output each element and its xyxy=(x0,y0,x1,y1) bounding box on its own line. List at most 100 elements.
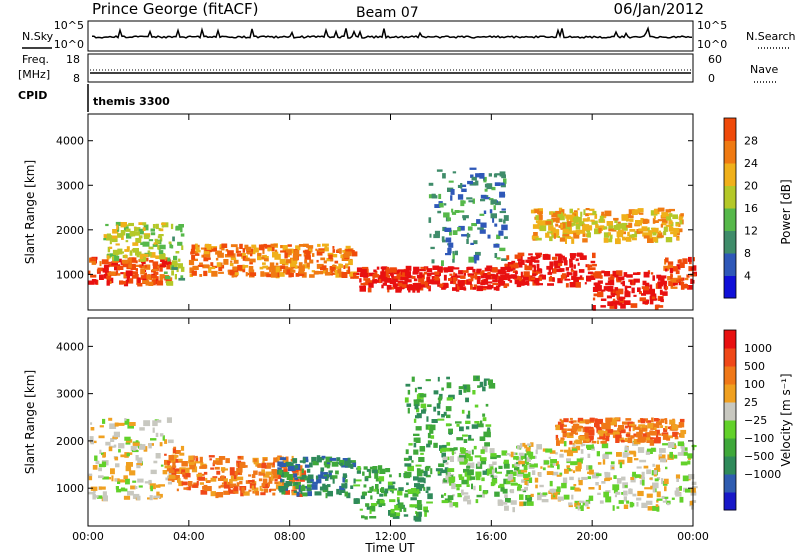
x-tick-label: 00:00 xyxy=(72,530,104,543)
scatter-cell xyxy=(570,420,577,423)
scatter-cell xyxy=(408,287,411,293)
scatter-cell xyxy=(659,230,662,234)
scatter-cell xyxy=(567,272,573,276)
scatter-cell xyxy=(178,458,183,461)
scatter-cell xyxy=(269,262,275,268)
scatter-cell xyxy=(288,274,292,278)
colorbar-tick-label: 4 xyxy=(744,270,751,283)
scatter-cell xyxy=(173,255,178,261)
scatter-cell xyxy=(498,276,505,280)
scatter-cell xyxy=(458,455,466,458)
scatter-cell xyxy=(408,455,412,461)
scatter-cell xyxy=(272,461,275,467)
scatter-cell xyxy=(586,229,590,233)
scatter-cell xyxy=(503,501,508,505)
scatter-cell xyxy=(556,268,563,273)
scatter-cell xyxy=(123,272,127,278)
scatter-cell xyxy=(282,269,287,274)
scatter-cell xyxy=(584,437,589,441)
scatter-cell xyxy=(120,454,126,458)
scatter-cell xyxy=(382,266,388,270)
scatter-cell xyxy=(423,271,427,275)
scatter-cell xyxy=(120,488,128,492)
scatter-cell xyxy=(579,224,583,227)
scatter-cell xyxy=(553,233,556,239)
scatter-cell xyxy=(257,463,263,468)
scatter-cell xyxy=(389,286,395,290)
scatter-cell xyxy=(295,482,301,485)
scatter-cell xyxy=(170,244,174,249)
scatter-cell xyxy=(278,486,285,491)
scatter-cell xyxy=(528,472,531,477)
scatter-cell xyxy=(659,453,662,457)
scatter-cell xyxy=(199,456,203,463)
scatter-cell xyxy=(205,477,208,482)
scatter-cell xyxy=(582,218,589,222)
scatter-cell xyxy=(311,456,317,463)
scatter-cell xyxy=(494,173,501,176)
scatter-cell xyxy=(103,273,108,279)
scatter-cell xyxy=(398,473,402,478)
scatter-cell xyxy=(588,495,594,501)
scatter-cell xyxy=(309,274,315,278)
scatter-cell xyxy=(456,424,460,427)
scatter-cell xyxy=(654,427,657,431)
scatter-cell xyxy=(520,271,523,278)
scatter-cell xyxy=(446,397,453,401)
scatter-cell xyxy=(196,473,203,477)
scatter-cell xyxy=(604,210,612,217)
scatter-cell xyxy=(88,473,93,477)
scatter-cell xyxy=(572,448,577,451)
scatter-cell xyxy=(321,265,327,270)
scatter-cell xyxy=(106,275,112,280)
scatter-cell xyxy=(503,236,508,239)
scatter-cell xyxy=(562,234,570,237)
scatter-cell xyxy=(533,266,536,272)
scatter-cell xyxy=(171,478,175,483)
scatter-cell xyxy=(389,279,397,285)
scatter-cell xyxy=(652,487,656,493)
scatter-cell xyxy=(528,444,531,450)
scatter-cell xyxy=(584,432,589,439)
scatter-cell xyxy=(496,471,502,474)
scatter-cell xyxy=(612,300,620,305)
scatter-cell xyxy=(465,420,471,424)
scatter-cell xyxy=(152,264,159,271)
scatter-cell xyxy=(139,427,145,431)
scatter-cell xyxy=(282,245,288,251)
colorbar-tick-label: −100 xyxy=(744,432,774,445)
scatter-cell xyxy=(534,260,540,263)
scatter-cell xyxy=(430,246,435,250)
scatter-cell xyxy=(401,269,407,275)
scatter-cell xyxy=(473,240,478,245)
scatter-cell xyxy=(587,476,592,480)
scatter-cell xyxy=(562,432,567,437)
scatter-cell xyxy=(259,266,264,270)
scatter-cell xyxy=(150,438,157,441)
scatter-cell xyxy=(555,461,559,466)
scatter-cell xyxy=(482,491,485,498)
scatter-cell xyxy=(420,281,426,285)
scatter-cell xyxy=(618,459,625,465)
scatter-cell xyxy=(536,444,542,450)
scatter-cell xyxy=(647,506,655,511)
scatter-cell xyxy=(609,234,613,239)
scatter-cell xyxy=(438,463,445,467)
scatter-cell xyxy=(507,475,512,481)
scatter-cell xyxy=(565,214,571,219)
scatter-cell xyxy=(445,423,451,427)
scatter-cell xyxy=(309,462,313,468)
scatter-cell xyxy=(229,483,237,488)
scatter-cell xyxy=(444,227,452,232)
scatter-cell xyxy=(235,247,239,254)
scatter-cell xyxy=(494,491,500,497)
scatter-cell xyxy=(312,461,319,466)
scatter-cell xyxy=(168,262,172,266)
scatter-cell xyxy=(675,487,680,493)
scatter-cell xyxy=(234,475,237,480)
scatter-cell xyxy=(360,495,366,500)
scatter-cell xyxy=(377,465,383,470)
scatter-cell xyxy=(637,287,641,292)
scatter-cell xyxy=(189,465,195,470)
x-tick-label: 16:00 xyxy=(475,530,507,543)
